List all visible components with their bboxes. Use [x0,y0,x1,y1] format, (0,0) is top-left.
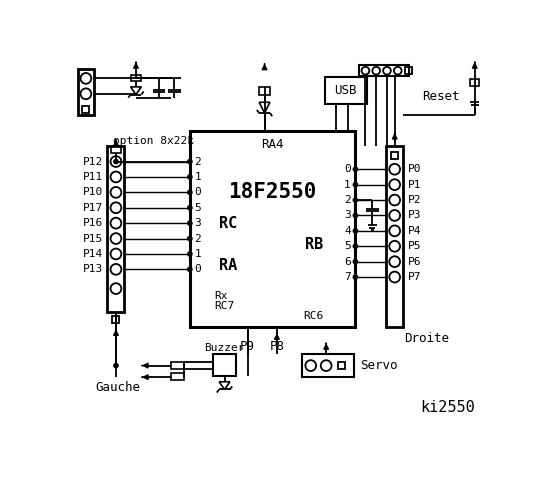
Circle shape [353,244,357,248]
Text: Droite: Droite [404,332,448,345]
Text: 18F2550: 18F2550 [228,182,317,203]
Text: 5: 5 [344,241,351,251]
Text: 4: 4 [344,226,351,236]
Text: option 8x22k: option 8x22k [113,136,194,146]
Text: 2: 2 [344,195,351,205]
Bar [132,74,140,82]
Text: Servo: Servo [360,359,398,372]
Text: 0: 0 [195,264,201,275]
Text: P7: P7 [408,272,421,282]
Circle shape [114,160,118,164]
Text: P11: P11 [84,172,103,182]
Text: P3: P3 [408,210,421,220]
Bar [405,67,412,74]
Text: RB: RB [305,237,324,252]
Text: Gauche: Gauche [96,381,141,394]
Bar [190,131,356,327]
Text: 0: 0 [344,164,351,174]
Text: 1: 1 [195,249,201,259]
Circle shape [353,214,357,217]
Circle shape [353,168,357,171]
Text: P2: P2 [408,195,421,205]
Text: P10: P10 [84,187,103,197]
Text: P1: P1 [408,180,421,190]
Bar [259,87,270,95]
Text: 3: 3 [344,210,351,220]
Text: P6: P6 [408,257,421,267]
Text: Rx: Rx [215,291,228,301]
Text: P12: P12 [84,156,103,167]
Text: 1: 1 [195,172,201,182]
Circle shape [188,191,192,194]
Text: P17: P17 [84,203,103,213]
Text: 3: 3 [195,218,201,228]
Bar [359,65,409,76]
Bar [213,354,236,376]
Bar [111,146,121,153]
Bar [391,152,398,159]
Circle shape [188,267,192,271]
Bar [78,69,93,115]
Circle shape [353,229,357,233]
Text: RA4: RA4 [262,138,284,151]
Bar [386,146,403,327]
Bar [82,106,90,113]
Text: P13: P13 [84,264,103,275]
Text: 7: 7 [344,272,351,282]
Circle shape [353,260,357,264]
Text: RC: RC [219,216,237,231]
Bar [171,373,185,380]
Bar [171,362,185,369]
Text: RC7: RC7 [215,301,234,312]
Text: Buzzer: Buzzer [204,343,245,353]
Bar [325,77,367,104]
Bar [338,362,345,369]
Text: ki2550: ki2550 [420,400,475,416]
Text: P5: P5 [408,241,421,251]
Text: RC6: RC6 [303,311,324,321]
Text: P15: P15 [84,234,103,243]
Bar [470,79,479,86]
Text: P4: P4 [408,226,421,236]
Text: P9: P9 [240,340,255,353]
Text: P0: P0 [408,164,421,174]
Circle shape [188,175,192,179]
Circle shape [188,252,192,256]
Text: 5: 5 [195,203,201,213]
Circle shape [188,237,192,240]
Circle shape [353,275,357,279]
Text: Reset: Reset [422,90,460,103]
Text: 1: 1 [344,180,351,190]
Circle shape [353,198,357,202]
Circle shape [114,364,118,368]
Text: P8: P8 [269,340,284,353]
Text: 2: 2 [195,234,201,243]
Circle shape [188,160,192,164]
Text: 0: 0 [195,187,201,197]
Text: RA: RA [219,258,237,273]
Bar [107,146,124,312]
Circle shape [353,183,357,187]
Bar [301,354,354,377]
Text: P16: P16 [84,218,103,228]
Text: P14: P14 [84,249,103,259]
Text: 2: 2 [195,156,201,167]
Bar [112,316,119,323]
Text: USB: USB [335,84,357,97]
Text: 6: 6 [344,257,351,267]
Circle shape [188,206,192,210]
Circle shape [188,221,192,225]
